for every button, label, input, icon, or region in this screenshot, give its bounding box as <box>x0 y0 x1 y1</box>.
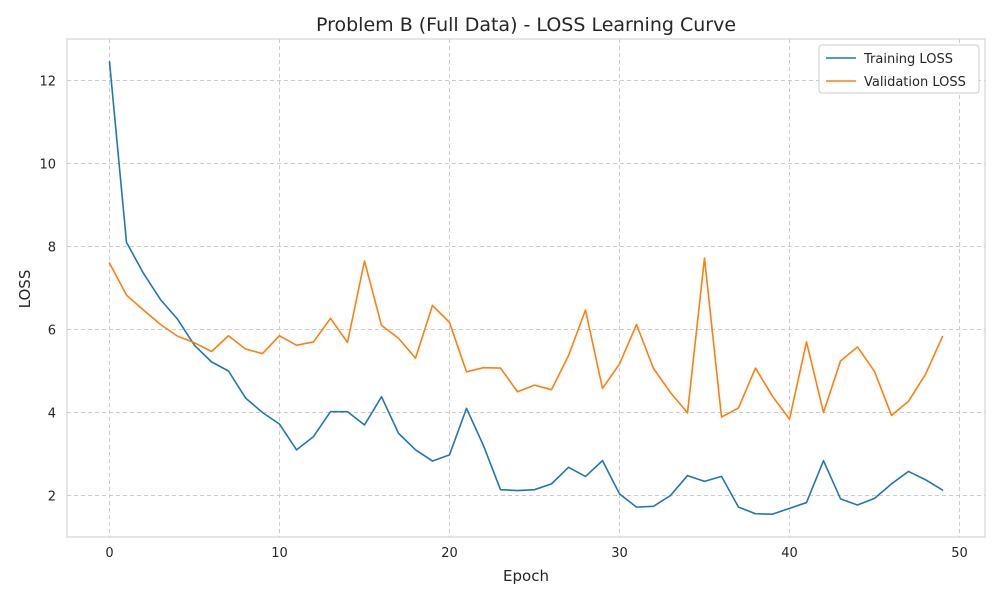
plot-area-frame <box>66 38 986 538</box>
x-axis-ticks: 0 10 20 30 40 50 <box>105 546 967 561</box>
series-line-validation <box>108 257 944 420</box>
x-tick-label: 40 <box>781 546 798 561</box>
y-tick-label: 12 <box>39 75 56 90</box>
series-line-training <box>108 61 944 515</box>
y-tick-label: 4 <box>48 407 56 422</box>
legend-box <box>818 44 980 94</box>
x-tick-label: 50 <box>951 546 968 561</box>
x-tick-label: 20 <box>441 546 458 561</box>
x-tick-label: 0 <box>105 546 113 561</box>
y-tick-label: 2 <box>48 490 56 505</box>
y-axis-ticks: 2 4 6 8 10 12 <box>39 75 56 505</box>
x-axis-label: Epoch <box>503 567 549 585</box>
x-tick-label: 10 <box>271 546 288 561</box>
y-tick-label: 8 <box>48 241 56 256</box>
legend-label-training: Training LOSS <box>863 52 953 67</box>
y-tick-label: 6 <box>48 324 56 339</box>
legend-label-validation: Validation LOSS <box>864 75 966 90</box>
series-group <box>108 61 944 515</box>
y-tick-label: 10 <box>39 158 56 173</box>
chart-title: Problem B (Full Data) - LOSS Learning Cu… <box>316 14 736 36</box>
x-tick-label: 30 <box>611 546 628 561</box>
grid <box>67 39 985 537</box>
y-axis-label: LOSS <box>16 270 34 309</box>
legend: Training LOSS Validation LOSS <box>818 44 980 94</box>
